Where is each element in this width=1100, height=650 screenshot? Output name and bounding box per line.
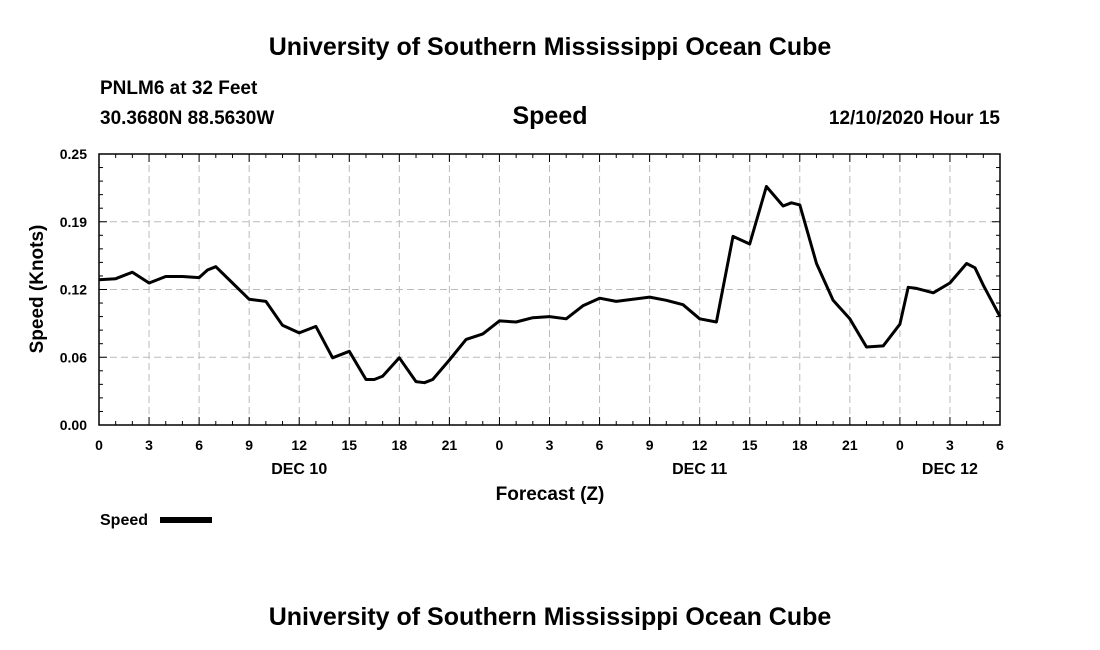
x-tick-label: 0: [95, 437, 103, 453]
x-tick-label: 12: [692, 437, 708, 453]
page-title: University of Southern Mississippi Ocean…: [269, 33, 832, 61]
x-tick-label: 0: [496, 437, 504, 453]
x-tick-label: 15: [341, 437, 357, 453]
x-tick-label: 3: [946, 437, 954, 453]
day-label: DEC 11: [672, 461, 727, 478]
plot-frame: [98, 153, 1001, 426]
series-line-speed: [98, 185, 1002, 385]
chart-title: Speed: [512, 102, 587, 130]
day-labels: DEC 10 DEC 11 DEC 12: [271, 461, 978, 478]
station-location: 30.3680N 88.5630W: [100, 108, 274, 129]
day-label: DEC 12: [922, 461, 978, 478]
day-label: DEC 10: [271, 461, 327, 478]
x-tick-label: 9: [245, 437, 253, 453]
x-tick-label: 0: [896, 437, 904, 453]
y-tick-label: 0.12: [60, 282, 87, 298]
x-tick-label: 18: [392, 437, 408, 453]
footer-title: University of Southern Mississippi Ocean…: [269, 603, 832, 631]
x-tick-label: 18: [792, 437, 808, 453]
y-axis-label: Speed (Knots): [27, 225, 48, 354]
issue-time: 12/10/2020 Hour 15: [829, 108, 1001, 129]
y-tick-label: 0.00: [60, 417, 87, 433]
x-tick-label: 6: [596, 437, 604, 453]
x-tick-label: 21: [442, 437, 458, 453]
x-tick-label: 15: [742, 437, 758, 453]
x-axis-label: Forecast (Z): [496, 484, 605, 505]
legend-label: Speed: [100, 512, 148, 529]
y-tick-label: 0.19: [60, 214, 87, 230]
y-tick-label: 0.25: [60, 146, 87, 162]
x-tick-label: 12: [291, 437, 307, 453]
station-name: PNLM6 at 32 Feet: [100, 78, 258, 99]
x-tick-label: 6: [195, 437, 203, 453]
series-group: [98, 185, 1002, 385]
x-tick-label: 3: [546, 437, 554, 453]
x-tick-label: 9: [646, 437, 654, 453]
y-tick-label: 0.06: [60, 349, 87, 365]
x-tick-label: 6: [996, 437, 1004, 453]
x-tick-label: 21: [842, 437, 858, 453]
x-tick-label: 3: [145, 437, 153, 453]
y-tick-labels: 0.00 0.06 0.12 0.19 0.25: [60, 146, 87, 433]
x-tick-labels: 0 3 6 9 12 15 18 21 0 3 6 9 12 15 18 21 0 3 6: [95, 437, 1004, 453]
grid-lines: [99, 154, 1000, 425]
